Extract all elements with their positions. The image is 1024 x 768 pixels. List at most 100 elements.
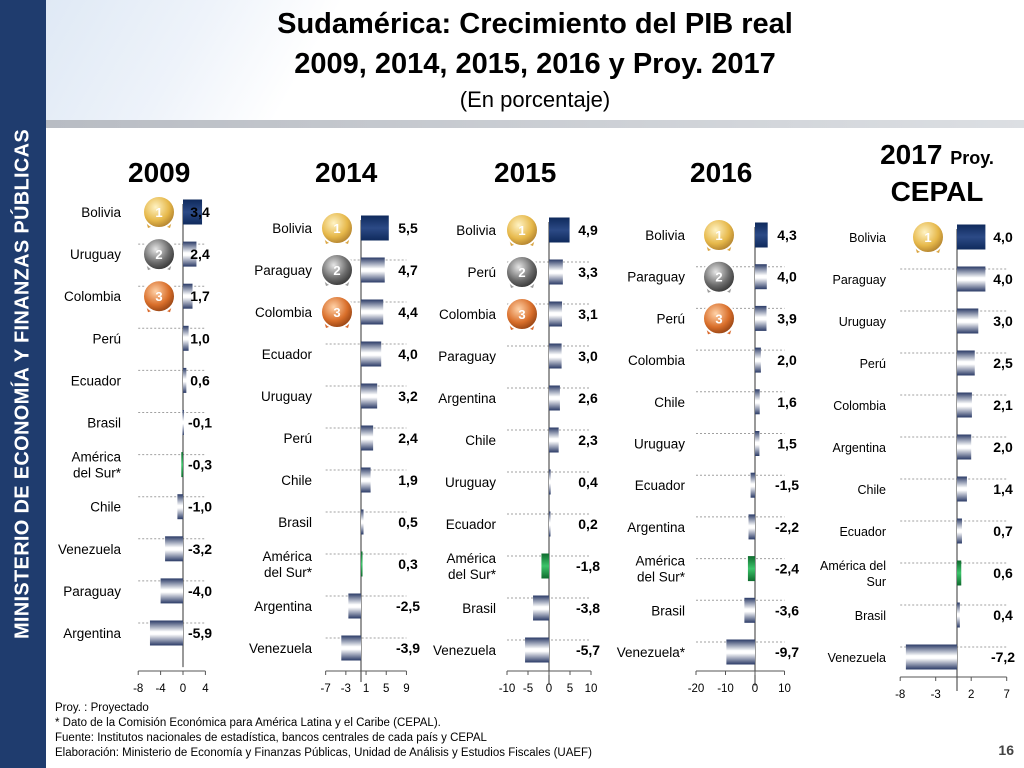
silver-medal-icon-number: 2 <box>333 263 340 278</box>
value-label: 2,4 <box>190 246 210 262</box>
category-label: Bolivia <box>272 221 312 236</box>
bar <box>549 217 570 243</box>
bar <box>755 389 760 415</box>
category-label: Venezuela <box>249 641 313 656</box>
value-label: -2,5 <box>396 598 420 614</box>
bar <box>165 536 183 562</box>
tick-label: -7 <box>321 683 331 695</box>
category-label: Argentina <box>254 599 312 614</box>
value-label: 4,4 <box>398 304 418 320</box>
bronze-medal-icon-number: 3 <box>333 305 340 320</box>
gold-medal-icon <box>911 220 945 254</box>
value-label: 1,4 <box>993 481 1013 497</box>
gold-medal-icon-number: 1 <box>333 221 340 236</box>
bar <box>361 341 382 367</box>
category-label: Bolivia <box>456 223 496 238</box>
category-label: Perú <box>860 357 886 371</box>
category-label: Venezuela <box>828 651 886 665</box>
value-label: 2,3 <box>578 432 598 448</box>
category-label: del Sur* <box>448 567 497 582</box>
bar <box>726 639 755 665</box>
silver-medal-icon-number: 2 <box>715 270 722 285</box>
slide-subtitle: (En porcentaje) <box>459 87 611 112</box>
bar <box>182 410 184 435</box>
bar <box>549 301 563 327</box>
footnote-elaboration: Elaboración: Ministerio de Economía y Fi… <box>55 747 592 759</box>
value-label: -3,6 <box>775 602 799 618</box>
value-label: 4,0 <box>993 271 1013 287</box>
bar <box>957 602 960 628</box>
bronze-medal-icon-number: 3 <box>518 307 525 322</box>
value-label: 1,7 <box>190 288 210 304</box>
bar <box>183 199 203 225</box>
bar <box>755 305 767 331</box>
bar <box>549 259 563 285</box>
value-label: 3,0 <box>578 348 598 364</box>
silver-medal-icon <box>702 259 736 294</box>
category-label: Bolivia <box>645 228 685 243</box>
bronze-medal-icon <box>320 295 354 329</box>
bar <box>905 644 957 670</box>
category-label: Colombia <box>628 353 686 368</box>
value-label: -7,2 <box>991 649 1015 665</box>
category-label: Uruguay <box>70 247 121 262</box>
panel-title-2016: 2016 <box>690 157 753 188</box>
category-label: del Sur* <box>73 466 122 481</box>
bar <box>755 347 761 373</box>
bar <box>361 551 363 577</box>
slide-title: Sudamérica: Crecimiento del PIB real <box>277 8 793 40</box>
value-label: 4,0 <box>777 269 797 285</box>
category-label: Perú <box>656 311 685 326</box>
header-rule <box>46 120 1024 128</box>
panel-title-2017-proy: Proy. <box>950 148 994 168</box>
bar <box>744 597 755 623</box>
category-label: Perú <box>283 431 312 446</box>
tick-label: 7 <box>1003 689 1009 701</box>
tick-label: 0 <box>546 683 552 695</box>
category-label: Brasil <box>651 603 685 618</box>
category-label: Bolivia <box>81 205 121 220</box>
category-label: Sur <box>867 575 886 589</box>
bar <box>361 215 389 241</box>
value-label: 3,3 <box>578 264 598 280</box>
bar <box>361 299 384 325</box>
value-label: -1,8 <box>576 558 600 574</box>
value-label: 0,6 <box>993 565 1013 581</box>
value-label: 4,0 <box>398 346 418 362</box>
value-label: -2,2 <box>775 519 799 535</box>
gold-medal-icon-number: 1 <box>715 228 722 243</box>
category-label: Chile <box>90 500 121 515</box>
value-label: 3,2 <box>398 388 418 404</box>
value-label: -0,1 <box>188 415 212 431</box>
bar <box>183 283 193 309</box>
bar <box>361 467 371 493</box>
bar <box>549 469 551 495</box>
value-label: 0,7 <box>993 523 1013 539</box>
category-label: Chile <box>281 473 312 488</box>
category-label: Colombia <box>439 307 497 322</box>
value-label: -3,9 <box>396 640 420 656</box>
category-label: Colombia <box>833 399 886 413</box>
value-label: -5,9 <box>188 625 212 641</box>
value-label: 0,2 <box>578 516 598 532</box>
tick-label: 0 <box>180 683 186 695</box>
category-label: Paraguay <box>63 584 121 599</box>
value-label: 4,7 <box>398 262 418 278</box>
silver-medal-icon <box>142 237 176 272</box>
tick-label: -8 <box>133 683 143 695</box>
bar <box>957 518 962 544</box>
bar <box>957 224 986 250</box>
bar <box>750 472 755 498</box>
value-label: -1,5 <box>775 477 799 493</box>
tick-label: -3 <box>931 689 941 701</box>
bar <box>361 257 385 283</box>
bar <box>361 383 378 409</box>
category-label: Venezuela* <box>617 645 686 660</box>
bronze-medal-icon-number: 3 <box>715 311 722 326</box>
bar <box>533 595 549 621</box>
bar <box>957 308 979 334</box>
bar <box>177 494 183 520</box>
category-label: América <box>71 450 121 465</box>
value-label: -0,3 <box>188 457 212 473</box>
category-label: Paraguay <box>627 270 685 285</box>
